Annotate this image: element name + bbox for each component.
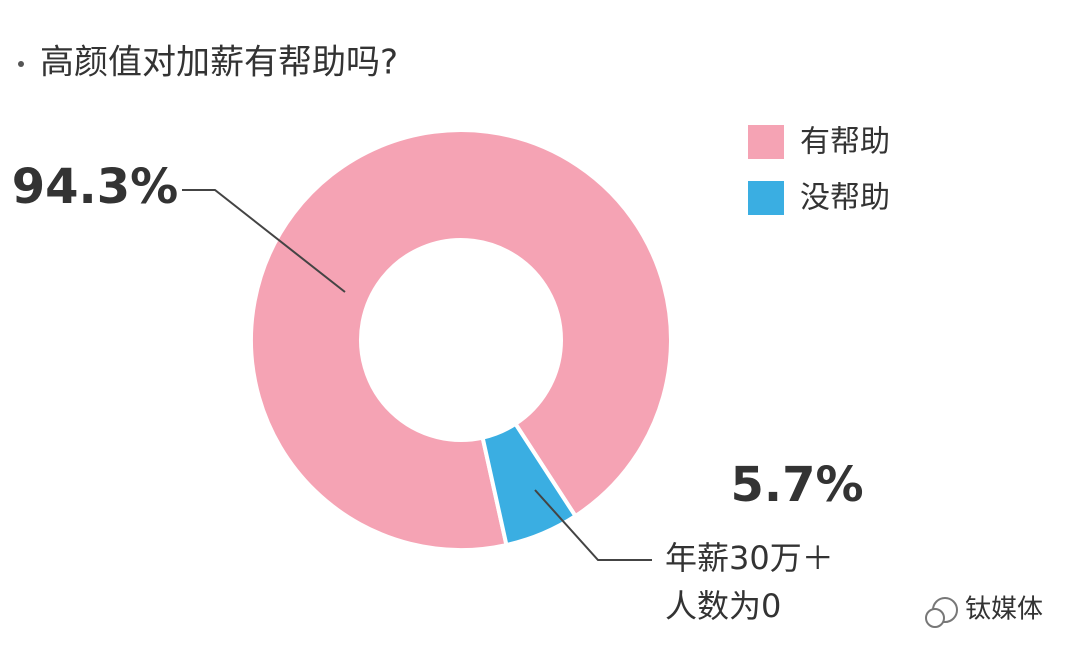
slice [249,128,673,552]
chart-title: 高颜值对加薪有帮助吗? [40,43,398,83]
legend-label: 有帮助 [800,125,890,160]
title-bullet [18,61,24,67]
legend-swatch [748,125,784,159]
leader-line [534,489,652,561]
legend-label: 没帮助 [800,181,890,216]
annotation: 人数为0 [665,587,781,625]
watermark: 钛媒体 [965,595,1043,625]
leader-line [182,189,346,293]
data-label: 5.7% [730,457,863,513]
legend-swatch [748,181,784,215]
watermark-group: 钛媒体 [925,595,1043,628]
data-label: 94.3% [12,159,179,215]
watermark-icon [925,608,945,628]
slice [480,421,579,548]
annotation: 年薪30万＋ [665,539,834,577]
